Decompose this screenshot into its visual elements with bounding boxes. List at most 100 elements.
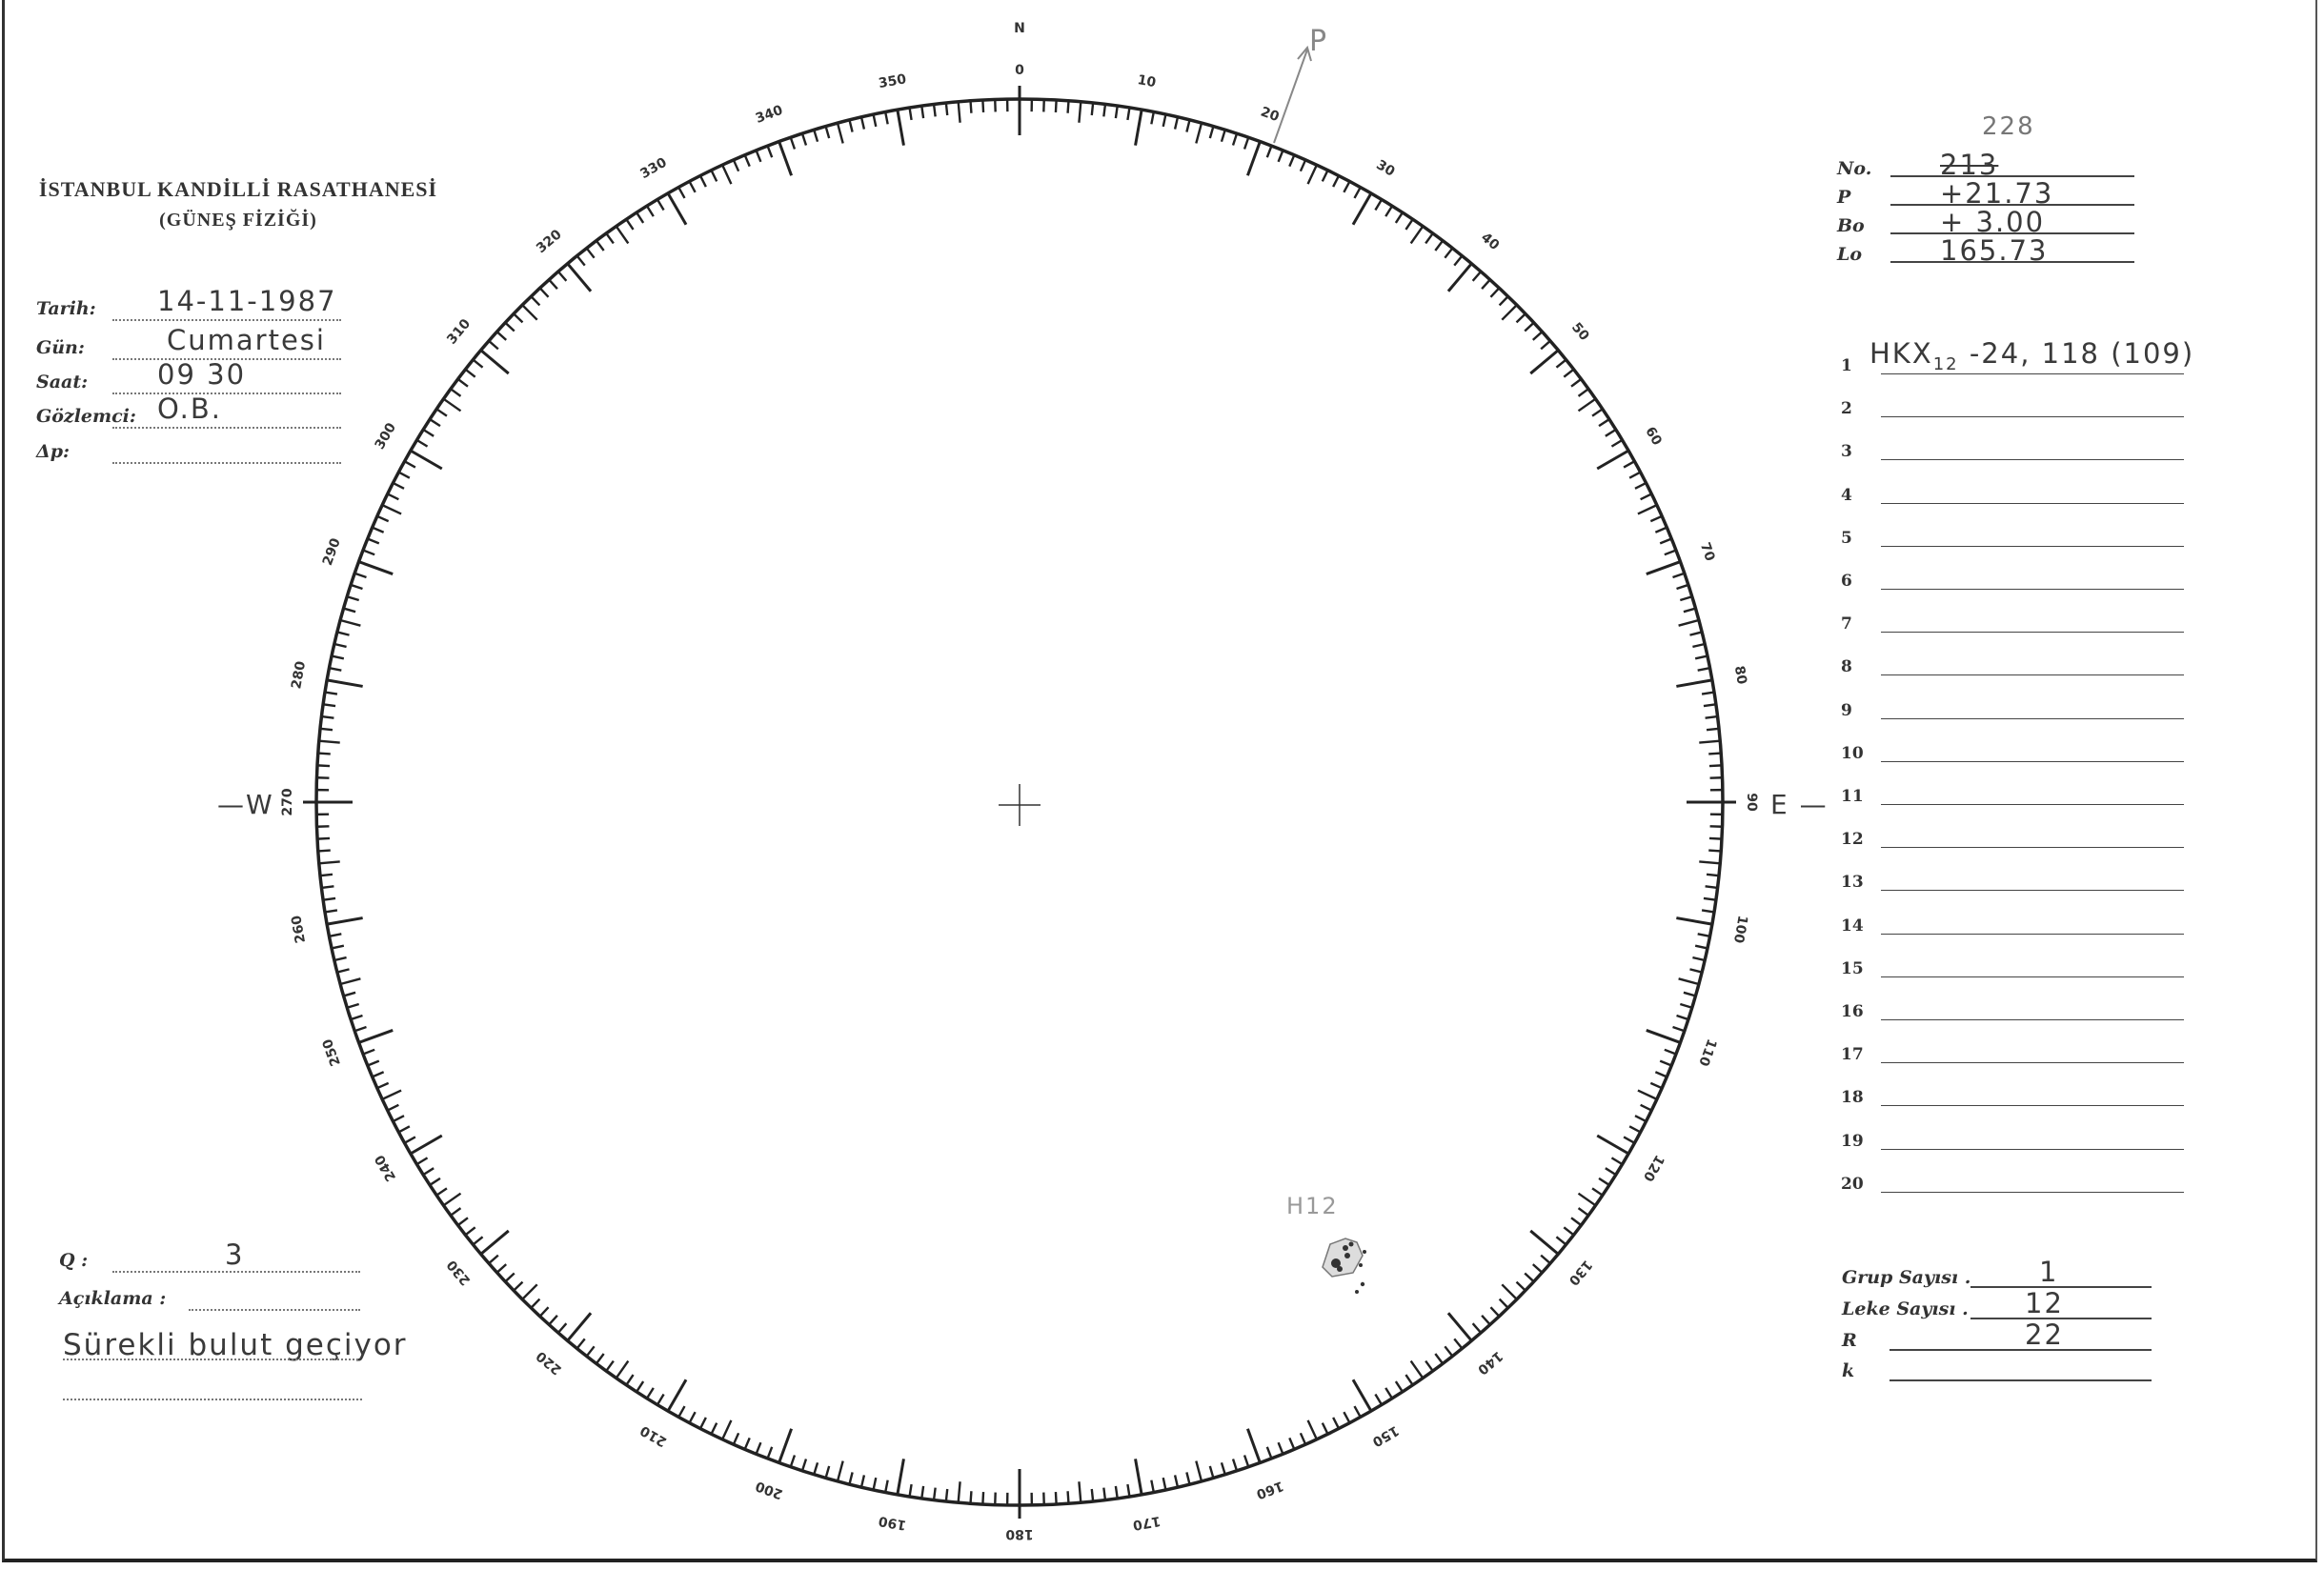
degree-tick <box>1683 991 1696 997</box>
ephemeris-value[interactable]: 213 <box>1940 149 1999 181</box>
degree-label: 40 <box>1478 230 1502 253</box>
degree-tick <box>969 1491 973 1504</box>
degree-tick <box>362 549 375 556</box>
group-line[interactable] <box>1881 632 2184 634</box>
degree-tick <box>318 860 340 865</box>
degree-tick <box>381 504 402 515</box>
count-value[interactable]: 1 <box>2039 1256 2059 1288</box>
degree-tick <box>778 1428 793 1464</box>
degree-tick <box>1078 101 1082 123</box>
degree-tick <box>1453 254 1464 267</box>
degree-tick <box>1078 1481 1082 1503</box>
degree-tick <box>1394 211 1404 224</box>
group-line[interactable] <box>1881 416 2184 418</box>
degree-tick <box>1384 205 1394 217</box>
degree-tick <box>1529 1229 1560 1256</box>
group-entry[interactable]: HKX12 -24, 118 (109) <box>1869 337 2195 374</box>
degree-tick <box>472 1236 484 1246</box>
group-number: 19 <box>1841 1131 1864 1151</box>
ephemeris-value[interactable]: + 3.00 <box>1940 206 2046 238</box>
degree-tick <box>321 715 334 719</box>
degree-tick <box>317 752 331 755</box>
group-line[interactable] <box>1881 717 2184 719</box>
degree-tick <box>636 1380 645 1393</box>
degree-tick <box>1498 1298 1509 1309</box>
group-line[interactable] <box>1881 1148 2184 1150</box>
group-line[interactable] <box>1881 847 2184 849</box>
group-line[interactable] <box>1881 545 2184 547</box>
degree-label: 60 <box>1642 425 1665 449</box>
degree-tick <box>1343 180 1351 193</box>
degree-tick <box>1555 358 1567 369</box>
degree-tick <box>1134 1459 1143 1496</box>
degree-tick <box>403 1136 416 1144</box>
obs-line <box>112 462 341 464</box>
degree-tick <box>333 956 347 962</box>
degree-tick <box>1692 956 1706 962</box>
sunspot-umbra <box>1344 1253 1350 1258</box>
degree-tick <box>920 106 925 119</box>
group-number: 16 <box>1841 1002 1864 1021</box>
degree-tick <box>403 460 416 469</box>
degree-tick <box>1563 368 1575 378</box>
degree-tick <box>1676 678 1713 688</box>
ephemeris-label: P <box>1837 187 1851 208</box>
degree-tick <box>1471 271 1483 282</box>
degree-tick <box>1434 239 1445 252</box>
degree-tick <box>1524 1272 1535 1283</box>
obs-label: Gün: <box>36 337 85 358</box>
degree-tick <box>1605 1167 1617 1177</box>
ephemeris-value[interactable]: +21.73 <box>1940 177 2054 210</box>
group-number: 3 <box>1841 442 1852 462</box>
degree-tick <box>957 101 961 123</box>
degree-tick <box>656 1393 665 1406</box>
group-line[interactable] <box>1881 890 2184 892</box>
ephemeris-value[interactable]: 165.73 <box>1940 234 2049 267</box>
group-line[interactable] <box>1881 760 2184 762</box>
group-line[interactable] <box>1881 502 2184 504</box>
obs-label: Gözlemci: <box>36 406 136 427</box>
degree-label: 110 <box>1695 1037 1719 1068</box>
group-line[interactable] <box>1881 674 2184 676</box>
count-value[interactable]: 12 <box>2025 1287 2064 1319</box>
group-line[interactable] <box>1881 1105 2184 1107</box>
count-value[interactable]: 22 <box>2025 1318 2064 1351</box>
group-line[interactable] <box>1881 459 2184 461</box>
group-line[interactable] <box>1881 589 2184 590</box>
obs-value[interactable]: Cumartesi <box>167 324 326 356</box>
degree-label: 250 <box>320 1037 344 1068</box>
pole-arrow <box>1273 49 1308 144</box>
degree-tick <box>331 654 345 660</box>
obs-line <box>112 427 341 429</box>
degree-tick <box>1598 1177 1610 1186</box>
group-number: 15 <box>1841 958 1864 978</box>
obs-value[interactable]: 09 30 <box>157 358 247 391</box>
degree-tick <box>1596 1134 1629 1156</box>
obs-value[interactable]: 14-11-1987 <box>157 285 337 317</box>
degree-tick <box>1701 909 1715 914</box>
degree-tick <box>1208 1465 1215 1479</box>
pole-arrowhead <box>1297 45 1312 62</box>
degree-tick <box>319 873 333 877</box>
degree-tick <box>324 691 338 695</box>
group-line[interactable] <box>1881 804 2184 805</box>
degree-tick <box>326 916 363 926</box>
remarks-value[interactable]: Sürekli bulut geçiyor <box>63 1328 408 1362</box>
group-line[interactable] <box>1881 1191 2184 1193</box>
group-line[interactable] <box>1881 373 2184 374</box>
group-line[interactable] <box>1881 976 2184 977</box>
group-line[interactable] <box>1881 1062 2184 1064</box>
degree-tick <box>666 192 688 226</box>
degree-tick <box>698 174 707 188</box>
degree-tick <box>1162 113 1167 128</box>
obs-value[interactable]: O.B. <box>157 392 222 425</box>
degree-tick <box>1689 968 1703 974</box>
degree-tick <box>1598 418 1610 428</box>
degree-tick <box>1126 107 1131 121</box>
group-number: 9 <box>1841 700 1852 720</box>
degree-tick <box>944 1488 949 1502</box>
degree-tick <box>354 572 367 579</box>
quality-value[interactable]: 3 <box>225 1238 245 1271</box>
group-line[interactable] <box>1881 933 2184 935</box>
group-line[interactable] <box>1881 1019 2184 1020</box>
